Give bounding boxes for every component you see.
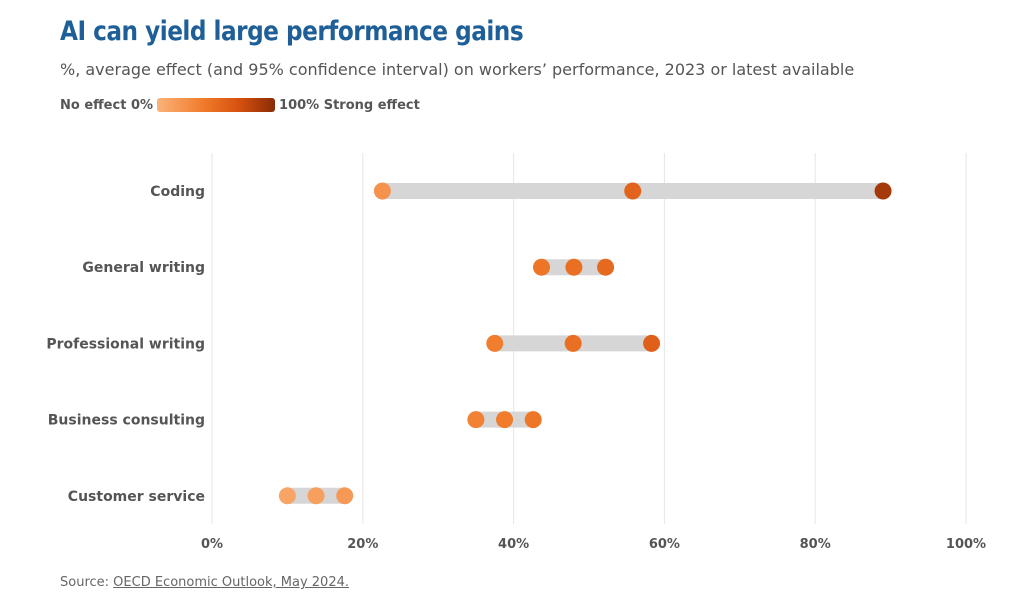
chart-subtitle: %, average effect (and 95% confidence in… — [60, 60, 855, 79]
data-point — [532, 258, 550, 276]
data-point — [278, 487, 296, 505]
category-label: Customer service — [68, 489, 205, 505]
data-point — [597, 258, 615, 276]
data-point — [874, 182, 892, 200]
legend-gradient-bar — [157, 98, 276, 112]
x-tick-label: 100% — [946, 537, 986, 552]
x-tick-label: 40% — [498, 537, 529, 552]
data-point — [336, 487, 354, 505]
data-point — [564, 334, 582, 352]
data-point — [467, 411, 485, 429]
data-point — [486, 334, 504, 352]
data-point — [496, 411, 514, 429]
x-tick-label: 80% — [800, 537, 831, 552]
data-point — [643, 334, 661, 352]
category-label: General writing — [82, 260, 205, 276]
x-tick-label: 0% — [201, 537, 223, 552]
legend-max-label: 100% Strong effect — [279, 97, 420, 113]
data-point — [307, 487, 325, 505]
x-tick-label: 20% — [347, 537, 378, 552]
x-tick-label: 60% — [649, 537, 680, 552]
data-point — [524, 411, 542, 429]
color-legend: No effect 0% 100% Strong effect — [60, 96, 420, 114]
source-note: Source: OECD Economic Outlook, May 2024. — [60, 575, 349, 590]
category-label: Coding — [150, 184, 205, 200]
category-label: Professional writing — [46, 336, 205, 352]
category-label: Business consulting — [48, 413, 205, 429]
source-prefix: Source: — [60, 575, 114, 590]
legend-min-label: No effect 0% — [60, 97, 154, 113]
data-point — [565, 258, 583, 276]
data-point — [373, 182, 391, 200]
source-link[interactable]: OECD Economic Outlook, May 2024. — [113, 575, 350, 590]
page-title: AI can yield large performance gains — [60, 16, 524, 47]
data-point — [624, 182, 642, 200]
